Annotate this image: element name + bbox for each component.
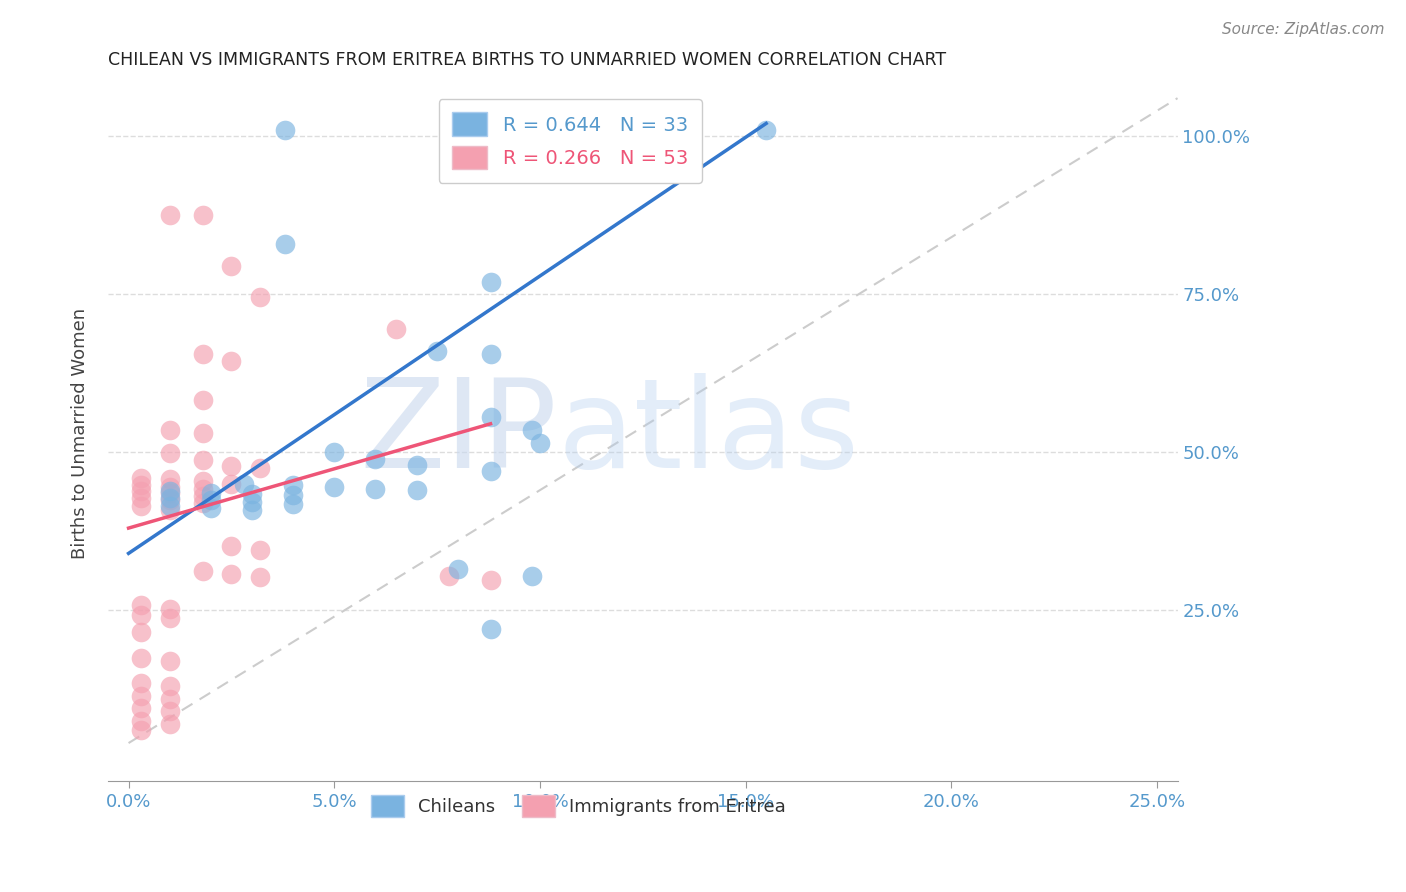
Point xyxy=(159,717,181,731)
Point xyxy=(221,259,243,273)
Point xyxy=(159,492,181,507)
Point xyxy=(221,566,243,581)
Point xyxy=(191,496,214,510)
Point xyxy=(129,701,152,715)
Point xyxy=(281,497,304,511)
Point xyxy=(274,122,297,136)
Point xyxy=(129,689,152,703)
Point xyxy=(129,650,152,665)
Point xyxy=(191,482,214,496)
Point xyxy=(479,573,502,587)
Point xyxy=(479,410,502,425)
Point xyxy=(159,654,181,668)
Point xyxy=(159,602,181,616)
Point xyxy=(221,539,243,553)
Point xyxy=(191,490,214,504)
Point xyxy=(520,423,543,437)
Point xyxy=(129,478,152,492)
Point xyxy=(200,500,222,515)
Point xyxy=(129,599,152,613)
Point xyxy=(281,488,304,502)
Point xyxy=(249,570,271,584)
Point xyxy=(520,568,543,582)
Point xyxy=(191,393,214,408)
Point xyxy=(426,344,449,359)
Point xyxy=(385,322,408,336)
Point xyxy=(159,480,181,494)
Point xyxy=(479,122,502,136)
Text: CHILEAN VS IMMIGRANTS FROM ERITREA BIRTHS TO UNMARRIED WOMEN CORRELATION CHART: CHILEAN VS IMMIGRANTS FROM ERITREA BIRTH… xyxy=(108,51,946,69)
Point xyxy=(191,347,214,361)
Point xyxy=(240,503,263,517)
Point xyxy=(529,435,551,450)
Point xyxy=(159,446,181,460)
Point xyxy=(129,470,152,484)
Point xyxy=(191,426,214,441)
Point xyxy=(159,484,181,499)
Point xyxy=(221,476,243,491)
Point xyxy=(191,452,214,467)
Point xyxy=(129,499,152,513)
Point xyxy=(232,476,254,491)
Point xyxy=(446,562,468,576)
Point xyxy=(129,491,152,505)
Point xyxy=(405,483,427,498)
Point xyxy=(479,622,502,636)
Point xyxy=(405,458,427,472)
Point xyxy=(323,480,346,494)
Text: atlas: atlas xyxy=(557,373,859,494)
Point xyxy=(159,611,181,625)
Point xyxy=(159,472,181,486)
Point xyxy=(281,478,304,492)
Point xyxy=(439,568,461,582)
Point xyxy=(479,275,502,289)
Point xyxy=(364,482,387,496)
Point xyxy=(200,492,222,507)
Point xyxy=(159,208,181,222)
Point xyxy=(129,608,152,623)
Text: Source: ZipAtlas.com: Source: ZipAtlas.com xyxy=(1222,22,1385,37)
Point xyxy=(240,494,263,508)
Point xyxy=(249,543,271,558)
Y-axis label: Births to Unmarried Women: Births to Unmarried Women xyxy=(72,308,89,558)
Point xyxy=(274,236,297,251)
Point xyxy=(323,445,346,459)
Point xyxy=(479,347,502,361)
Point xyxy=(479,464,502,478)
Point xyxy=(159,503,181,517)
Point xyxy=(191,474,214,488)
Point xyxy=(755,122,778,136)
Point xyxy=(240,487,263,501)
Point xyxy=(129,676,152,690)
Point xyxy=(129,625,152,640)
Point xyxy=(159,499,181,513)
Point xyxy=(159,486,181,500)
Point xyxy=(129,723,152,738)
Point xyxy=(159,491,181,505)
Point xyxy=(364,451,387,466)
Point xyxy=(249,290,271,304)
Point xyxy=(129,484,152,499)
Point xyxy=(191,208,214,222)
Point xyxy=(249,461,271,475)
Point xyxy=(221,459,243,474)
Point xyxy=(159,691,181,706)
Point xyxy=(200,485,222,500)
Point xyxy=(159,423,181,437)
Point xyxy=(191,564,214,578)
Point xyxy=(159,679,181,693)
Point xyxy=(159,705,181,719)
Point xyxy=(221,353,243,368)
Legend: Chileans, Immigrants from Eritrea: Chileans, Immigrants from Eritrea xyxy=(364,788,793,824)
Point xyxy=(129,714,152,728)
Text: ZIP: ZIP xyxy=(360,373,557,494)
